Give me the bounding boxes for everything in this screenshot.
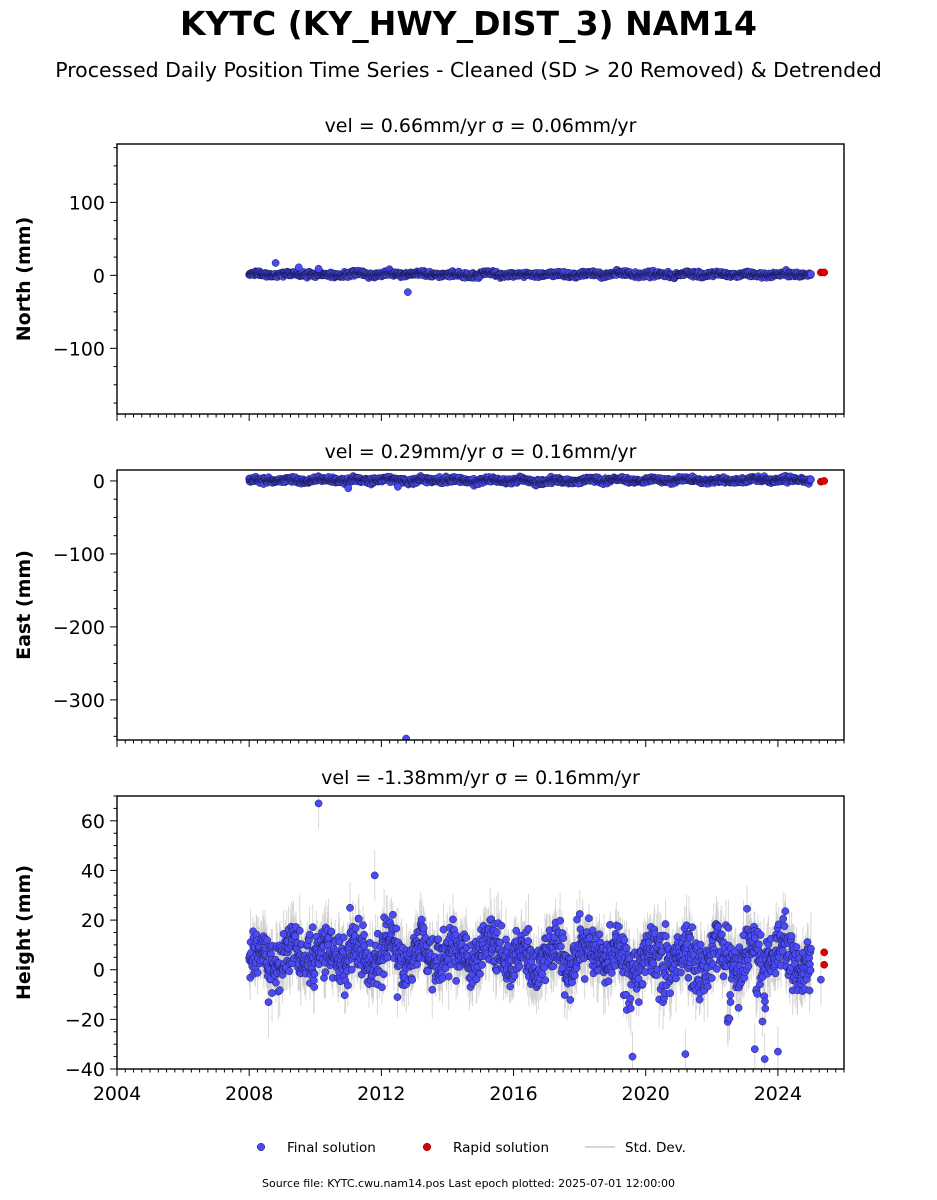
y-axis-label: North (mm) xyxy=(13,217,35,342)
rapid-solution-point xyxy=(820,268,829,277)
panel-north: −100 0 100 vel = 0.66mm/yr σ = 0.06mm/yr Nor… xyxy=(13,115,845,421)
y-tick-label: 0 xyxy=(93,265,105,287)
y-tick-label: −100 xyxy=(53,338,105,360)
y-axis: −100 0 100 xyxy=(53,147,117,404)
plot-area xyxy=(245,471,829,740)
final-solution-point xyxy=(314,264,323,273)
x-axis xyxy=(116,414,845,421)
final-solution-point xyxy=(403,288,412,296)
std-dev-bars xyxy=(248,471,812,740)
final-solution-series xyxy=(245,259,815,296)
final-solution-point xyxy=(271,259,280,267)
panel-title: vel = 0.66mm/yr σ = 0.06mm/yr xyxy=(325,115,637,137)
y-tick-label: 100 xyxy=(69,192,105,214)
final-solution-point xyxy=(294,263,303,272)
final-solution-series xyxy=(245,471,815,740)
chart-title: KYTC (KY_HWY_DIST_3) NAM14 xyxy=(179,4,758,43)
chart-subtitle: Processed Daily Position Time Series - C… xyxy=(55,58,882,82)
final-solution-point xyxy=(807,270,815,278)
plot-area xyxy=(245,259,829,297)
rapid-solution-series xyxy=(817,268,829,277)
